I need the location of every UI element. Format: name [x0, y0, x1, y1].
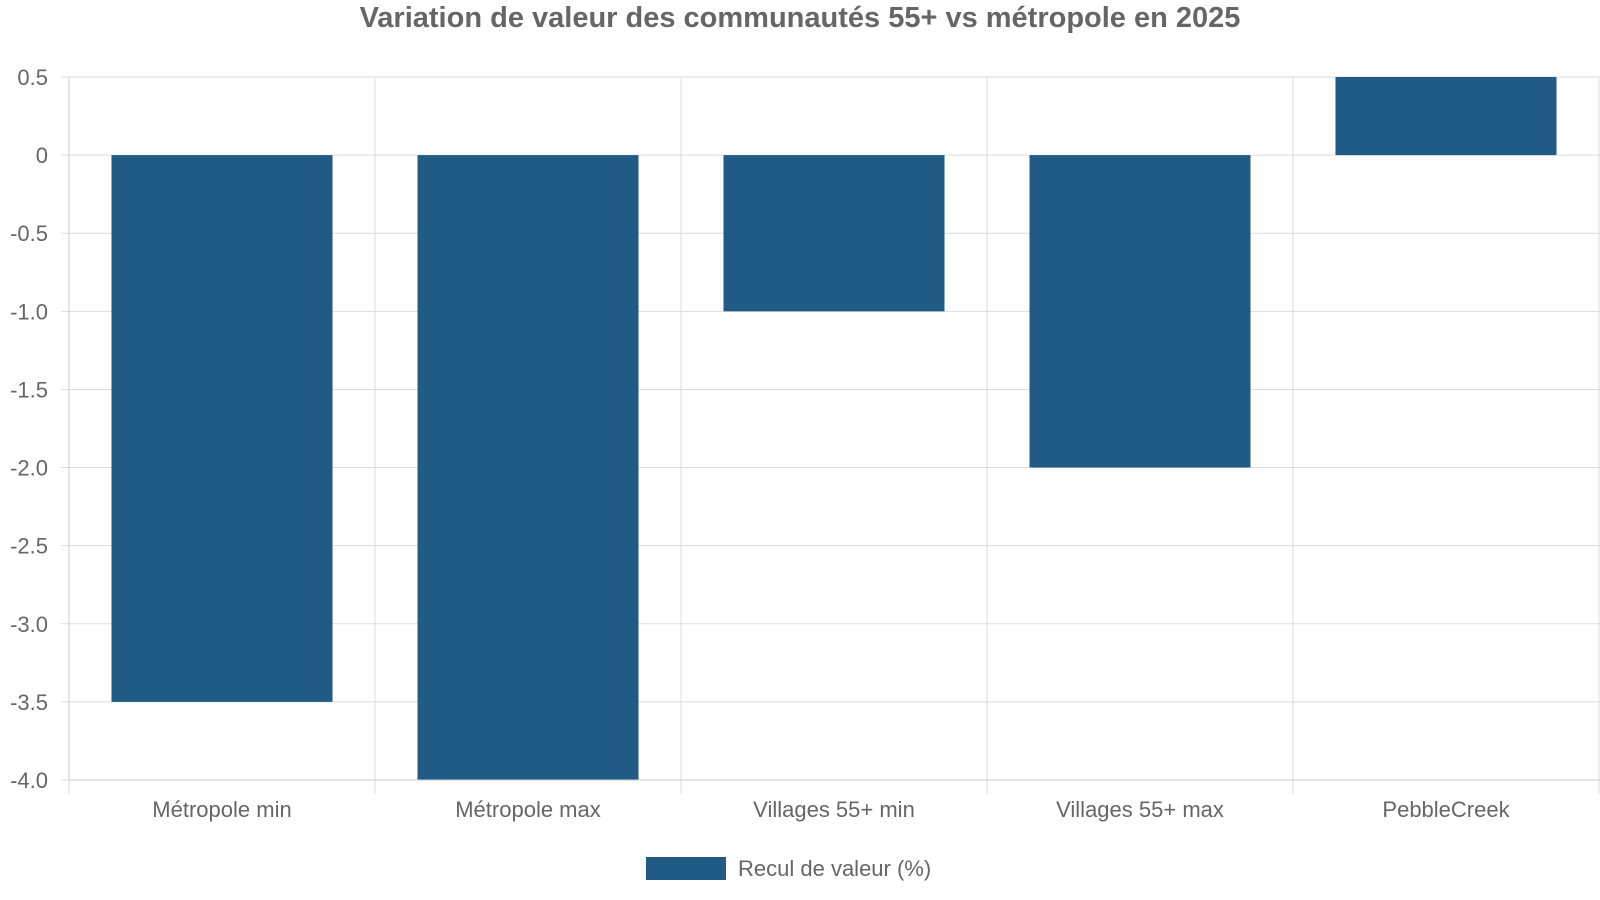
- x-tick-label: Villages 55+ min: [753, 797, 915, 822]
- y-tick-label: -2.5: [10, 534, 48, 559]
- bar[interactable]: [1335, 77, 1557, 156]
- y-tick-label: -4.0: [10, 768, 48, 793]
- y-tick-labels: 0.5 0 -0.5 -1.0 -1.5 -2.0 -2.5 -3.0 -3.5 -4.0: [10, 65, 48, 793]
- x-tick-label: Villages 55+ max: [1056, 797, 1224, 822]
- x-tick-labels: Métropole min Métropole max Villages 55+ m…: [152, 797, 1510, 822]
- y-tick-label: -2.0: [10, 456, 48, 481]
- y-tick-label: 0.5: [17, 65, 48, 90]
- legend-swatch: [646, 857, 726, 880]
- bar[interactable]: [1029, 155, 1251, 468]
- y-tick-label: -3.5: [10, 690, 48, 715]
- legend-label: Recul de valeur (%): [738, 856, 931, 881]
- axes: [61, 76, 1600, 781]
- x-tick-label: Métropole min: [152, 797, 291, 822]
- y-tick-label: 0: [36, 143, 48, 168]
- bar[interactable]: [417, 155, 639, 781]
- y-tick-label: -3.0: [10, 612, 48, 637]
- bar[interactable]: [723, 155, 945, 312]
- y-tick-label: -1.0: [10, 299, 48, 324]
- bar[interactable]: [111, 155, 333, 702]
- y-tick-label: -1.5: [10, 377, 48, 402]
- chart-title: Variation de valeur des communautés 55+ …: [359, 2, 1241, 34]
- x-tick-label: PebbleCreek: [1382, 797, 1510, 822]
- legend[interactable]: Recul de valeur (%): [646, 856, 931, 881]
- y-tick-label: -0.5: [10, 221, 48, 246]
- x-tick-label: Métropole max: [455, 797, 601, 822]
- bars: [111, 77, 1557, 781]
